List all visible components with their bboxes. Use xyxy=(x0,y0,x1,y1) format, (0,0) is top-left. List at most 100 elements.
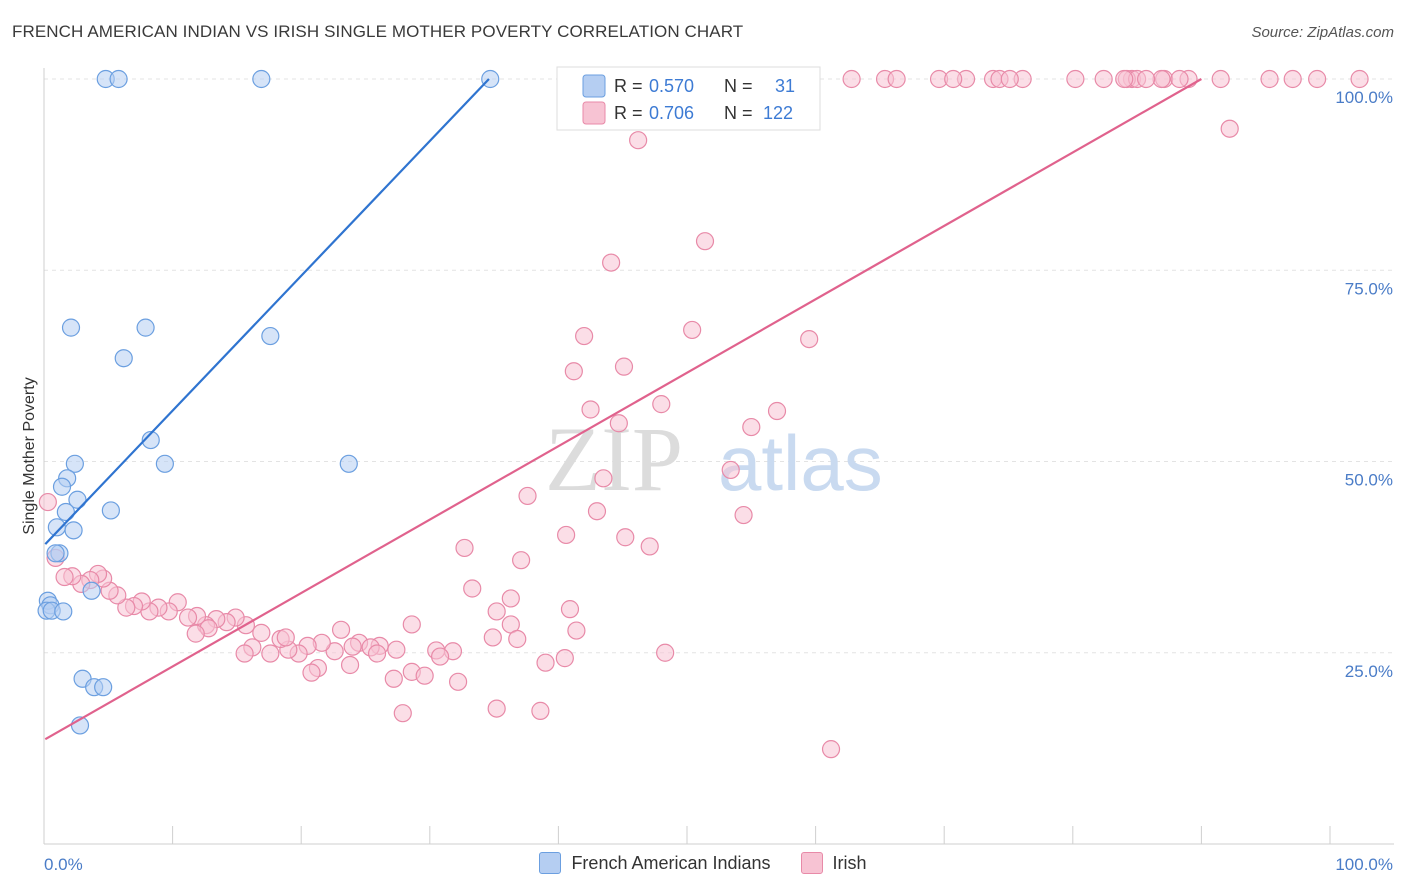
point-french-american-indians-10 xyxy=(339,454,358,473)
point-irish-87 xyxy=(343,637,362,656)
point-irish-60 xyxy=(501,589,520,608)
point-irish-68 xyxy=(555,649,574,668)
point-irish-26 xyxy=(1152,69,1171,89)
point-irish-81 xyxy=(821,740,841,759)
legend-swatch-french-american-indians xyxy=(539,852,562,874)
point-irish-53 xyxy=(734,505,753,525)
legend-swatch-pink xyxy=(582,101,606,125)
point-irish-74 xyxy=(448,672,468,691)
point-irish-18 xyxy=(1350,69,1369,89)
x-tick-labels: 0.0% 100.0% xyxy=(44,855,1393,874)
point-irish-49 xyxy=(721,460,740,480)
point-irish-112 xyxy=(117,598,136,617)
correlation-legend: R = 0.570 N = 31 R = 0.706 N = 122 xyxy=(556,66,821,131)
point-irish-73 xyxy=(430,647,450,666)
point-french-american-indians-13 xyxy=(52,477,72,496)
legend-r-value-2: 0.706 xyxy=(649,103,694,123)
point-irish-30 xyxy=(944,69,963,89)
point-irish-65 xyxy=(483,628,502,647)
legend-label-irish: Irish xyxy=(832,852,867,873)
point-irish-66 xyxy=(508,629,527,649)
y-axis-title: Single Mother Poverty xyxy=(21,377,38,534)
grid-lines xyxy=(44,78,1394,654)
point-irish-44 xyxy=(652,395,671,414)
point-french-american-indians-8 xyxy=(141,430,160,450)
point-irish-25 xyxy=(842,69,861,89)
point-irish-47 xyxy=(609,414,628,433)
legend-label-french-american-indians: French American Indians xyxy=(571,852,771,873)
point-irish-40 xyxy=(800,330,819,349)
point-irish-62 xyxy=(487,602,506,621)
point-irish-42 xyxy=(614,357,634,376)
point-irish-88 xyxy=(340,655,360,675)
point-irish-77 xyxy=(384,669,403,688)
trend-line-french-american-indians xyxy=(44,78,490,545)
point-french-american-indians-6 xyxy=(261,326,280,346)
point-irish-35 xyxy=(1220,119,1239,138)
data-points xyxy=(37,69,1369,759)
point-irish-39 xyxy=(683,320,702,340)
legend-r-value-1: 0.570 xyxy=(649,76,694,96)
point-irish-67 xyxy=(656,643,675,662)
point-irish-89 xyxy=(331,620,351,639)
point-irish-105 xyxy=(178,608,198,627)
point-irish-78 xyxy=(393,704,412,723)
point-irish-52 xyxy=(587,502,607,521)
legend-swatch-irish xyxy=(800,852,823,874)
legend-n-label-1: N = xyxy=(724,76,753,96)
point-irish-38 xyxy=(602,253,621,272)
point-french-american-indians-5 xyxy=(136,318,155,337)
x-tick-label-100: 100.0% xyxy=(1335,855,1393,874)
point-irish-127 xyxy=(186,624,205,643)
point-irish-96 xyxy=(261,644,280,663)
legend-item-french-american-indians[interactable]: French American Indians xyxy=(539,852,771,874)
x-tick-label-0: 0.0% xyxy=(44,855,83,874)
point-irish-58 xyxy=(512,551,531,570)
legend-n-value-1: 31 xyxy=(775,76,795,96)
point-french-american-indians-16 xyxy=(56,502,75,522)
point-irish-59 xyxy=(463,579,482,598)
point-irish-120 xyxy=(55,567,74,587)
point-irish-79 xyxy=(487,699,506,718)
point-irish-90 xyxy=(325,642,344,661)
point-french-american-indians-20 xyxy=(46,544,65,563)
point-irish-10 xyxy=(1094,69,1113,89)
point-irish-57 xyxy=(455,538,474,558)
point-french-american-indians-11 xyxy=(65,454,84,473)
point-irish-29 xyxy=(1170,69,1189,89)
trend-line-irish xyxy=(44,78,1202,741)
point-irish-33 xyxy=(1115,69,1134,89)
point-irish-37 xyxy=(695,232,715,251)
point-french-american-indians-7 xyxy=(114,349,133,368)
point-french-american-indians-14 xyxy=(68,490,87,509)
point-irish-54 xyxy=(557,525,576,545)
legend-item-irish[interactable]: Irish xyxy=(800,852,867,874)
point-irish-86 xyxy=(367,644,387,663)
point-irish-45 xyxy=(767,401,787,421)
point-irish-76 xyxy=(415,666,434,685)
point-irish-34 xyxy=(1137,69,1156,89)
legend-n-value-2: 122 xyxy=(763,103,793,123)
point-irish-15 xyxy=(1260,69,1279,89)
point-irish-69 xyxy=(536,653,555,672)
point-irish-83 xyxy=(387,640,406,659)
point-french-american-indians-18 xyxy=(64,521,83,540)
point-french-american-indians-2 xyxy=(252,69,271,89)
point-irish-55 xyxy=(616,528,635,547)
legend-r-label-1: R = xyxy=(614,76,643,96)
axes xyxy=(43,68,1394,845)
point-irish-126 xyxy=(276,628,295,647)
point-irish-97 xyxy=(252,623,271,642)
point-french-american-indians-15 xyxy=(101,501,120,520)
point-irish-61 xyxy=(560,600,580,619)
point-irish-122 xyxy=(38,492,57,512)
point-irish-4 xyxy=(887,69,906,89)
watermark-atlas: atlas xyxy=(718,419,883,507)
point-irish-43 xyxy=(564,362,583,381)
point-irish-46 xyxy=(581,400,600,419)
legend-r-label-2: R = xyxy=(614,103,643,123)
point-irish-17 xyxy=(1308,69,1327,89)
legend-n-label-2: N = xyxy=(724,103,753,123)
point-irish-36 xyxy=(629,131,648,150)
